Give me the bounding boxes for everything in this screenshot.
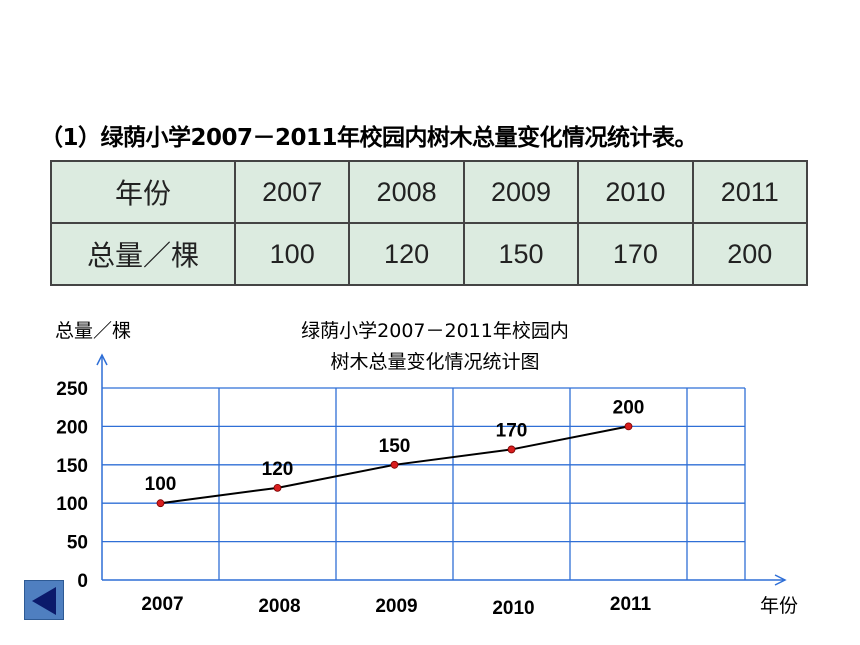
data-label: 200	[613, 397, 645, 418]
data-point	[156, 499, 165, 508]
chart-title-line1: 绿荫小学2007－2011年校园内	[301, 320, 569, 342]
data-table: 年份 2007 2008 2009 2010 2011 总量／棵 100 120…	[50, 160, 809, 286]
table-cell-total: 150	[462, 222, 580, 286]
x-tick-label: 2009	[375, 596, 417, 617]
table-row: 总量／棵 100 120 150 170 200	[50, 222, 809, 286]
data-point	[507, 445, 516, 454]
back-button[interactable]	[24, 580, 64, 620]
data-label: 170	[496, 420, 528, 441]
left-triangle-icon	[32, 587, 56, 615]
data-label: 120	[262, 459, 294, 480]
y-axis-label: 总量／棵	[55, 320, 132, 342]
x-tick-label: 2008	[258, 596, 300, 617]
x-axis-label: 年份	[760, 595, 799, 617]
table-heading: （1）绿荫小学2007－2011年校园内树木总量变化情况统计表。	[40, 125, 698, 151]
y-tick-label: 100	[56, 494, 88, 515]
x-tick-label: 2011	[610, 594, 652, 615]
data-label: 150	[379, 436, 411, 457]
y-axis-arrow	[96, 353, 108, 366]
table-row: 年份 2007 2008 2009 2010 2011	[50, 160, 809, 224]
table-cell-total: 170	[577, 222, 694, 286]
table-cell-year: 2009	[462, 160, 580, 224]
table-cell-year: 2010	[577, 160, 694, 224]
chart-title-line2: 树木总量变化情况统计图	[330, 351, 540, 373]
data-point	[390, 460, 399, 469]
table-cell-total: 120	[348, 222, 465, 286]
table-cell-year: 2007	[233, 160, 351, 224]
y-tick-label: 200	[56, 417, 88, 438]
y-tick-label: 50	[67, 533, 88, 554]
y-tick-label: 0	[77, 571, 88, 592]
row-header-total: 总量／棵	[50, 222, 236, 286]
table-cell-total: 200	[691, 222, 809, 286]
y-tick-label: 150	[56, 456, 88, 477]
data-point	[273, 483, 282, 492]
x-tick-label: 2010	[492, 598, 534, 619]
table-cell-year: 2008	[348, 160, 465, 224]
x-tick-label: 2007	[141, 594, 183, 615]
table-cell-year: 2011	[691, 160, 809, 224]
table-cell-total: 100	[233, 222, 351, 286]
data-point	[624, 422, 633, 431]
row-header-year: 年份	[50, 160, 236, 224]
x-axis-arrow	[774, 574, 787, 586]
y-tick-label: 250	[56, 379, 88, 400]
data-label: 100	[145, 474, 177, 495]
